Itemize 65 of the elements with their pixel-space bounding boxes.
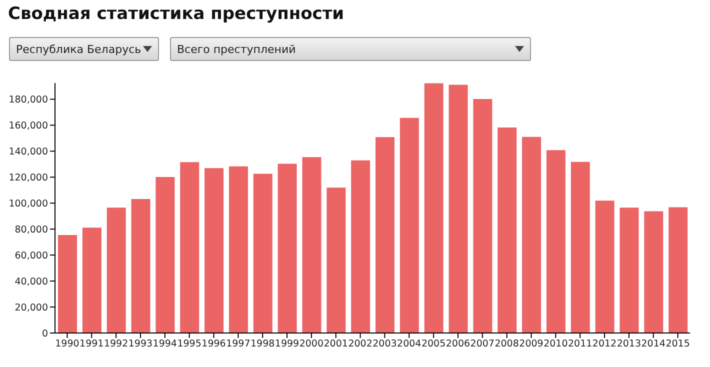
x-tick-label: 2013 [616,338,642,350]
bar [620,208,639,333]
x-tick-label: 1999 [274,338,300,350]
y-tick-label: 160,000 [8,120,48,132]
dropdown-field: Республика Беларусь [9,37,159,61]
x-tick-label: 2014 [641,338,666,350]
bar [473,98,492,333]
x-tick-label: 2015 [666,338,690,350]
bar [204,168,224,333]
bar [180,162,200,333]
bar [131,198,150,333]
x-tick-label: 1993 [128,338,153,350]
x-tick-label: 1996 [202,338,226,350]
x-tick-label: 2002 [348,338,372,350]
bar [302,157,322,333]
x-tick-label: 2008 [494,338,519,350]
y-tick-label: 100,000 [8,198,48,210]
y-tick-label: 0 [42,328,48,340]
y-tick-label: 140,000 [8,146,48,158]
bar [400,118,419,333]
x-tick-label: 2011 [568,338,592,350]
x-tick-label: 2001 [324,338,348,350]
x-tick-label: 2009 [519,338,544,350]
bar [448,84,468,333]
x-tick-label: 1997 [226,338,250,350]
bar [228,166,248,333]
bar [668,207,688,333]
bar [376,137,394,333]
y-tick-label: 120,000 [8,172,48,184]
x-tick-label: 2005 [421,338,446,350]
dropdown-field: Всего преступлений [170,37,531,61]
x-tick-label: 2010 [544,338,568,350]
x-tick-label: 2000 [299,338,324,350]
bar [351,160,370,333]
chart-title: Сводная статистика преступности [8,4,344,24]
bar [82,228,102,333]
bar [424,83,444,333]
x-tick-label: 1990 [55,338,80,350]
x-tick-label: 2003 [372,338,397,350]
bar [522,136,542,333]
x-tick-label: 1998 [250,338,275,350]
bar [326,188,346,333]
bar [546,150,566,333]
bar [156,177,175,333]
x-tick-label: 2004 [397,338,422,350]
bar [595,200,614,333]
y-tick-label: 180,000 [8,94,48,106]
x-tick-label: 2012 [592,338,617,350]
y-tick-label: 60,000 [14,250,48,262]
bar [253,174,272,333]
y-tick-label: 20,000 [14,302,48,314]
y-tick-label: 40,000 [14,276,48,288]
x-tick-label: 1992 [104,338,128,350]
bar [106,208,126,333]
x-tick-label: 1995 [177,338,202,350]
bar [58,234,77,333]
bar [644,211,664,333]
x-tick-label: 1994 [152,338,177,350]
y-tick-label: 80,000 [14,224,48,236]
x-tick-label: 1991 [80,338,104,350]
bar [570,162,590,333]
bar [498,128,517,333]
x-tick-label: 2006 [446,338,470,350]
x-tick-label: 2007 [470,338,494,350]
bar [278,164,297,333]
